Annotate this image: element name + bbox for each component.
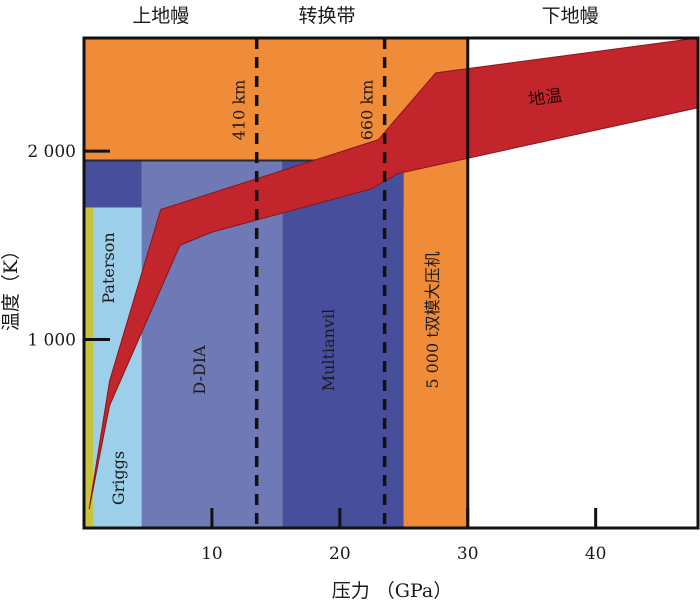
- y-tick-label: 2 000: [27, 142, 76, 162]
- apparatus-label-press: 5 000 t双模大压机: [423, 251, 442, 388]
- zone-label: 下地幔: [542, 5, 599, 27]
- apparatus-label-griggs: Griggs: [109, 451, 128, 505]
- plot-area: [82, 36, 700, 530]
- x-tick-label: 40: [585, 544, 607, 564]
- plot-frame: [82, 36, 700, 530]
- boundary-label-660: 660 km: [358, 80, 377, 141]
- boundary-label-410: 410 km: [230, 80, 249, 141]
- x-tick-label: 10: [201, 544, 223, 564]
- x-tick-label: 20: [329, 544, 351, 564]
- y-tick-label: 1 000: [27, 331, 76, 351]
- x-tick-label: 30: [457, 544, 479, 564]
- zone-label: 上地幔: [132, 5, 189, 27]
- apparatus-label-paterson: Paterson: [99, 232, 118, 303]
- apparatus-range-press: [403, 160, 468, 528]
- label-layer: 10 20 30 40 1 000 2 000 压力 （GPa） 温度（K） 上地幔 转换带 下地幔…: [0, 5, 606, 602]
- zone-label: 转换带: [299, 5, 356, 27]
- geotherm-label: 地温: [527, 86, 563, 111]
- apparatus-range-griggs-paterson: [84, 207, 142, 528]
- x-axis-title: 压力 （GPa）: [332, 580, 452, 602]
- y-axis-title: 温度（K）: [0, 241, 22, 331]
- apparatus-range-strip: [84, 207, 93, 528]
- apparatus-label-multianvil: Multianvil: [319, 309, 338, 391]
- apparatus-label-d-dia: D-DIA: [190, 345, 209, 395]
